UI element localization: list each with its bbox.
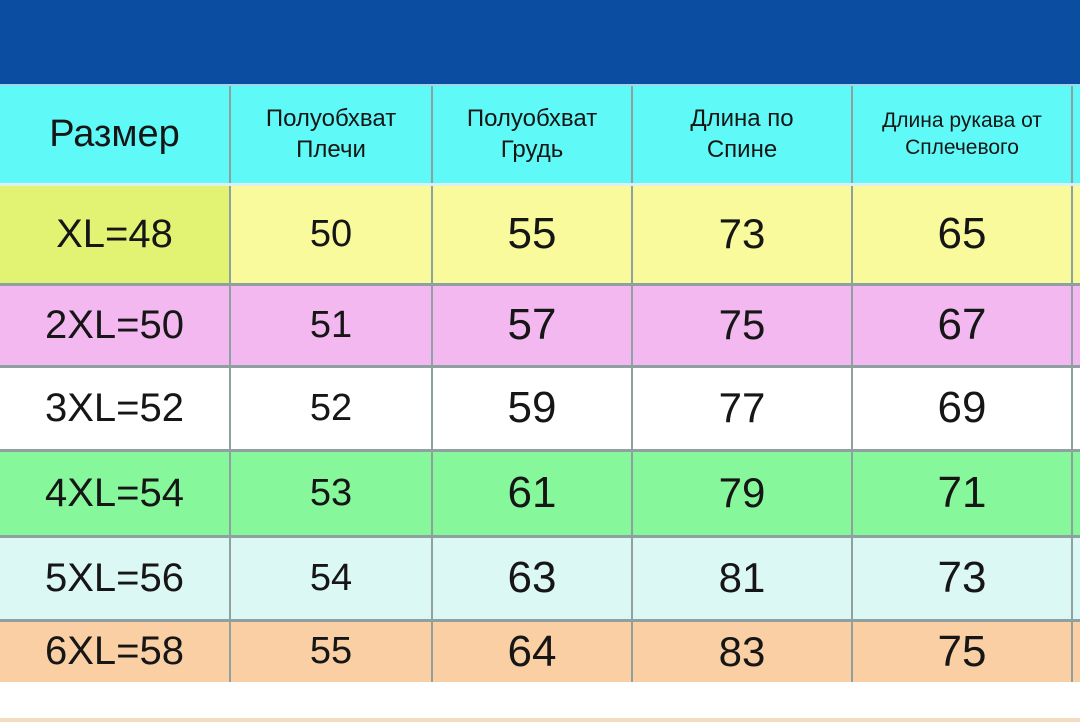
header-half-chest: Полуобхват Грудь [432, 86, 633, 186]
row-overflow-cell [1072, 450, 1080, 538]
table-row: 6XL=58 55 64 83 75 [0, 620, 1080, 682]
size-table-body: XL=48 50 55 73 65 2XL=50 51 57 75 67 3XL… [0, 184, 1080, 682]
header-row: Размер Полуобхват Плечи Полуобхват Грудь… [0, 86, 1080, 186]
value-cell: 57 [432, 284, 633, 368]
bottom-whitespace [0, 682, 1080, 718]
value-cell: 83 [632, 620, 853, 682]
value-cell: 63 [432, 536, 633, 622]
value-cell: 51 [230, 284, 433, 368]
table-row: 4XL=54 53 61 79 71 [0, 450, 1080, 538]
value-cell: 59 [432, 366, 633, 452]
value-cell: 81 [632, 536, 853, 622]
value-cell: 69 [852, 366, 1073, 452]
row-overflow-cell [1072, 620, 1080, 682]
size-cell: 2XL=50 [0, 284, 231, 368]
header-half-shoulder: Полуобхват Плечи [230, 86, 433, 186]
value-cell: 77 [632, 366, 853, 452]
size-table-header: Размер Полуобхват Плечи Полуобхват Грудь… [0, 86, 1080, 186]
value-cell: 67 [852, 284, 1073, 368]
row-overflow-cell [1072, 284, 1080, 368]
header-size: Размер [0, 86, 231, 186]
top-banner [0, 0, 1080, 86]
size-cell: 4XL=54 [0, 450, 231, 538]
bottom-cropped-row-strip [0, 718, 1080, 722]
value-cell: 55 [432, 184, 633, 286]
value-cell: 64 [432, 620, 633, 682]
value-cell: 71 [852, 450, 1073, 538]
table-row: XL=48 50 55 73 65 [0, 184, 1080, 286]
value-cell: 52 [230, 366, 433, 452]
value-cell: 61 [432, 450, 633, 538]
row-overflow-cell [1072, 536, 1080, 622]
size-cell: 5XL=56 [0, 536, 231, 622]
header-back-length: Длина по Спине [632, 86, 853, 186]
value-cell: 65 [852, 184, 1073, 286]
header-sleeve-length: Длина рукава от Сплечевого [852, 86, 1073, 186]
row-overflow-cell [1072, 184, 1080, 286]
value-cell: 55 [230, 620, 433, 682]
value-cell: 54 [230, 536, 433, 622]
value-cell: 53 [230, 450, 433, 538]
size-cell: 6XL=58 [0, 620, 231, 682]
row-overflow-cell [1072, 366, 1080, 452]
value-cell: 75 [852, 620, 1073, 682]
value-cell: 50 [230, 184, 433, 286]
table-row: 5XL=56 54 63 81 73 [0, 536, 1080, 622]
value-cell: 73 [632, 184, 853, 286]
value-cell: 79 [632, 450, 853, 538]
size-cell: 3XL=52 [0, 366, 231, 452]
value-cell: 73 [852, 536, 1073, 622]
table-row: 2XL=50 51 57 75 67 [0, 284, 1080, 368]
header-overflow-cell [1072, 86, 1080, 186]
size-cell: XL=48 [0, 184, 231, 286]
table-row: 3XL=52 52 59 77 69 [0, 366, 1080, 452]
value-cell: 75 [632, 284, 853, 368]
size-table: Размер Полуобхват Плечи Полуобхват Грудь… [0, 86, 1080, 682]
